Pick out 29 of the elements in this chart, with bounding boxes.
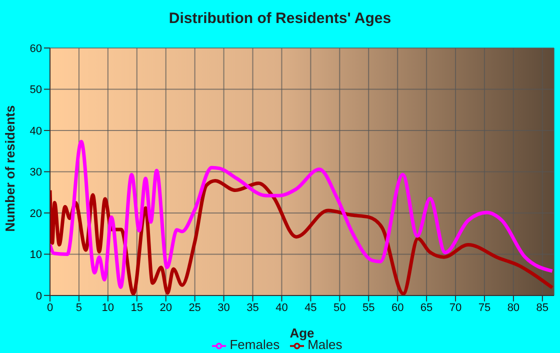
- x-tick-label: 70: [449, 302, 462, 314]
- legend-label: Females: [230, 337, 280, 352]
- x-tick-label: 65: [420, 302, 433, 314]
- y-axis-title: Number of residents: [2, 105, 18, 232]
- x-tick-label: 50: [334, 302, 346, 314]
- x-tick-label: 35: [246, 302, 259, 314]
- x-tick-label: 0: [46, 302, 54, 314]
- x-tick-label: 85: [536, 302, 549, 314]
- y-tick-label: 30: [30, 166, 42, 179]
- chart-title: Distribution of Residents' Ages: [168, 10, 392, 27]
- y-tick-label: 20: [30, 208, 42, 220]
- x-tick-label: 30: [218, 302, 230, 314]
- y-tick-label: 0: [36, 290, 42, 302]
- x-tick-label: 55: [362, 302, 375, 314]
- x-tick-label: 15: [130, 302, 144, 314]
- x-tick-label: 25: [188, 302, 201, 314]
- x-tick-label: 20: [160, 302, 172, 314]
- line-series: [50, 140, 554, 289]
- x-tick-label: 45: [304, 302, 317, 314]
- y-tick-label: 10: [30, 249, 42, 262]
- x-tick-label: 5: [76, 302, 82, 314]
- x-tick-label: 75: [478, 302, 491, 314]
- y-tick-label: 40: [30, 125, 42, 138]
- y-tick-label: 50: [30, 84, 42, 96]
- x-tick-label: 60: [391, 302, 404, 314]
- y-tick-label: 60: [30, 42, 42, 55]
- x-tick-label: 10: [102, 302, 114, 314]
- x-tick-label: 80: [507, 302, 520, 314]
- x-tick-label: 40: [276, 302, 288, 314]
